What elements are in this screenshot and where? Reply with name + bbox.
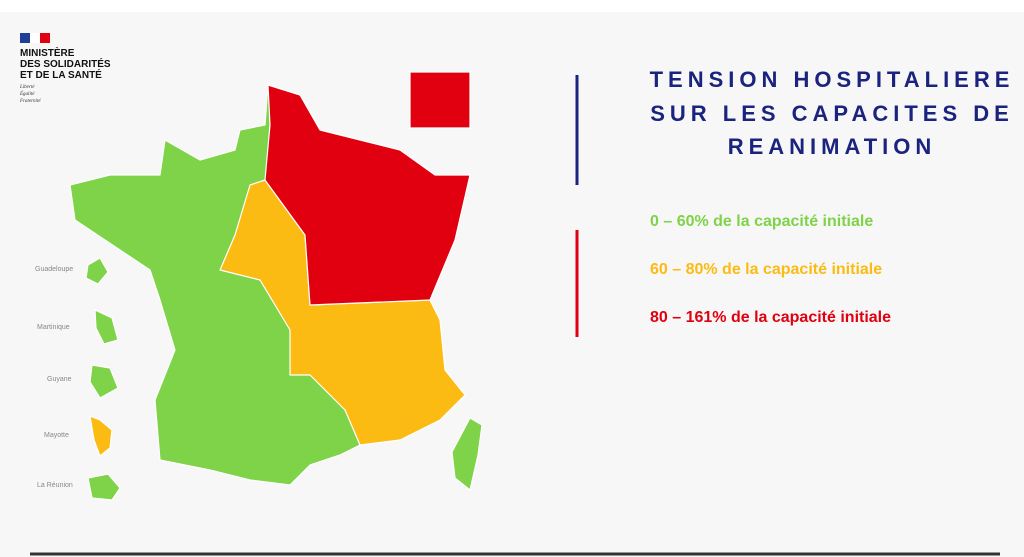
overseas-label: Guadeloupe xyxy=(35,266,73,273)
guadeloupe xyxy=(85,257,109,285)
overseas-label: Martinique xyxy=(37,324,70,331)
motto: Fraternité xyxy=(19,99,41,104)
logo-line: DES SOLIDARITÉS xyxy=(20,57,111,70)
flag-white xyxy=(30,33,40,43)
reunion xyxy=(87,473,121,501)
flag-red xyxy=(40,33,50,43)
motto: Égalité xyxy=(19,91,35,97)
legend-item: 60 – 80% de la capacité initiale xyxy=(650,261,882,278)
legend: 0 – 60% de la capacité initiale 60 – 80% … xyxy=(650,213,891,326)
legend-item: 80 – 161% de la capacité initiale xyxy=(650,309,891,326)
region-red xyxy=(264,84,471,306)
motto: Liberté xyxy=(19,85,35,90)
logo-line: MINISTÈRE xyxy=(20,46,75,59)
legend-item: 0 – 60% de la capacité initiale xyxy=(650,213,873,230)
top-band xyxy=(0,0,1024,12)
logo: MINISTÈRE DES SOLIDARITÉS ET DE LA SANTÉ… xyxy=(19,33,111,104)
overseas-label: La Réunion xyxy=(37,482,73,489)
mayotte xyxy=(89,415,113,457)
title-line: REANIMATION xyxy=(728,134,937,159)
martinique xyxy=(94,309,119,345)
logo-line: ET DE LA SANTÉ xyxy=(20,68,102,81)
corsica xyxy=(451,417,483,491)
overseas-label: Mayotte xyxy=(44,432,69,439)
flag-blue xyxy=(20,33,30,43)
guyane xyxy=(89,364,119,399)
title-line: SUR LES CAPACITES DE xyxy=(650,101,1014,126)
title-line: TENSION HOSPITALIERE xyxy=(650,67,1015,92)
overseas-label: Guyane xyxy=(47,376,72,383)
paris-inset xyxy=(409,71,471,129)
france-map: Guadeloupe Martinique Guyane Mayotte La … xyxy=(35,71,483,501)
